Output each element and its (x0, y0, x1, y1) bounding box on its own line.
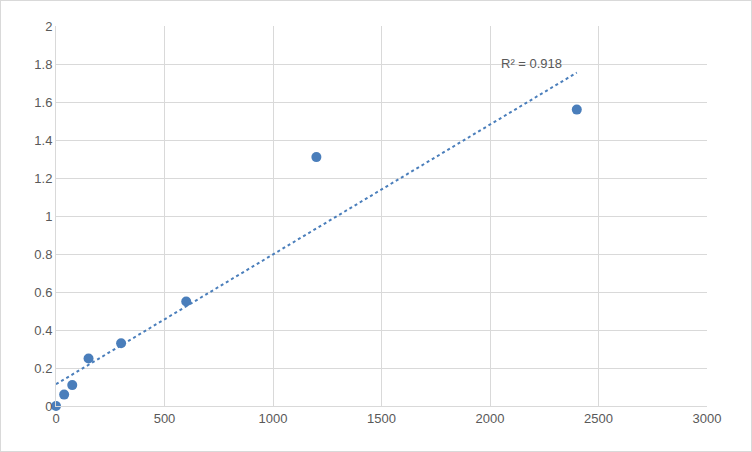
svg-text:0.2: 0.2 (34, 361, 52, 376)
svg-text:0.6: 0.6 (34, 285, 52, 300)
svg-text:500: 500 (154, 411, 176, 426)
svg-text:1000: 1000 (259, 411, 288, 426)
svg-text:0: 0 (52, 411, 59, 426)
svg-text:0: 0 (45, 399, 52, 414)
svg-text:1.4: 1.4 (34, 133, 52, 148)
svg-text:1.6: 1.6 (34, 95, 52, 110)
svg-text:1: 1 (45, 209, 52, 224)
svg-text:3000: 3000 (693, 411, 722, 426)
svg-text:0.8: 0.8 (34, 247, 52, 262)
svg-text:1500: 1500 (367, 411, 396, 426)
svg-text:R² = 0.918: R² = 0.918 (501, 56, 562, 71)
svg-text:2500: 2500 (584, 411, 613, 426)
svg-text:2000: 2000 (476, 411, 505, 426)
svg-text:0.4: 0.4 (34, 323, 52, 338)
svg-text:1.2: 1.2 (34, 171, 52, 186)
svg-text:2: 2 (45, 19, 52, 34)
svg-text:1.8: 1.8 (34, 57, 52, 72)
